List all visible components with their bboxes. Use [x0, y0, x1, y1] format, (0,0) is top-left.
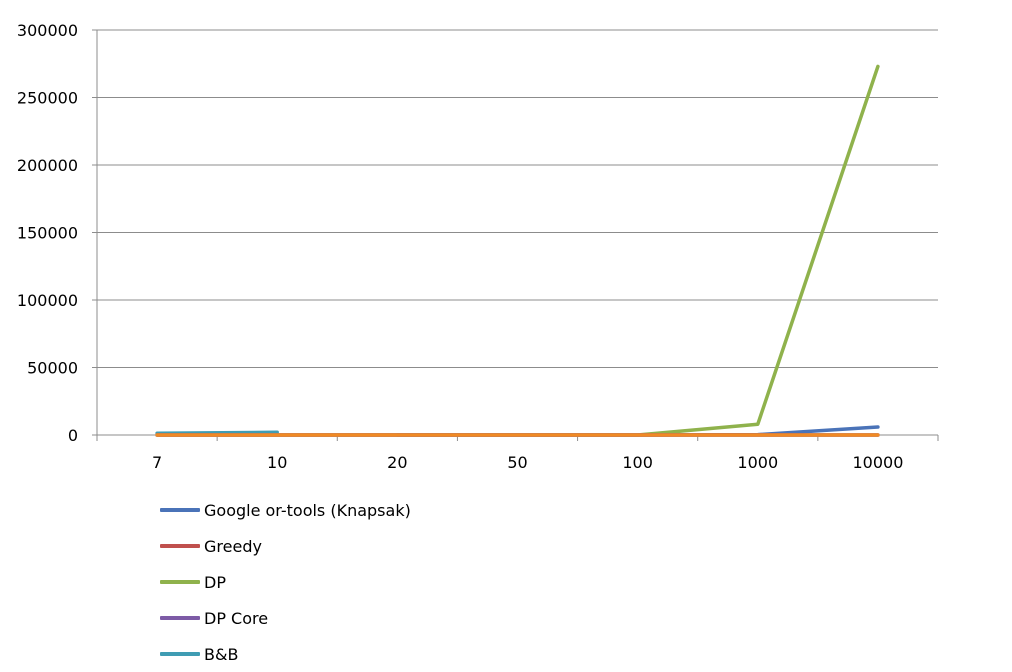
y-tick-label: 0 — [68, 426, 78, 445]
legend-swatch — [160, 652, 200, 656]
x-tick-label: 100 — [622, 453, 653, 472]
gridlines — [97, 29, 938, 368]
series-line-b-b — [155, 430, 279, 435]
series-lines — [155, 64, 880, 437]
legend-item: DP — [160, 564, 580, 600]
legend-label: Greedy — [204, 536, 262, 556]
legend-label: DP Core — [204, 608, 269, 628]
x-axis-ticks: 7 10 20 50 100 1000 10000 — [152, 453, 903, 472]
x-tick-label: 10000 — [852, 453, 903, 472]
legend-swatch — [160, 544, 200, 548]
legend-item: Greedy — [160, 528, 580, 564]
y-tick-label: 250000 — [17, 89, 78, 108]
legend-label: B&B — [204, 644, 239, 664]
y-axis-ticks: 0 50000 100000 150000 200000 250000 300000 — [17, 21, 78, 445]
y-tick-label: 300000 — [17, 21, 78, 40]
legend-item: DP Core — [160, 600, 580, 636]
legend-label: DP — [204, 572, 226, 592]
y-tick-label: 150000 — [17, 224, 78, 243]
x-tick-label: 20 — [387, 453, 407, 472]
y-tick-label: 200000 — [17, 156, 78, 175]
y-tick-label: 100000 — [17, 291, 78, 310]
x-tick-label: 7 — [152, 453, 162, 472]
legend-item: B&B — [160, 636, 580, 672]
line-chart: 0 50000 100000 150000 200000 250000 300000 7 10… — [17, 21, 939, 472]
axes — [92, 29, 939, 441]
y-tick-label: 50000 — [27, 359, 78, 378]
legend-item: Google or-tools (Knapsak) — [160, 492, 580, 528]
legend-swatch — [160, 616, 200, 620]
x-tick-label: 10 — [267, 453, 287, 472]
x-tick-label: 1000 — [737, 453, 778, 472]
legend: Google or-tools (Knapsak) Greedy DP DP Core… — [160, 492, 580, 672]
legend-swatch — [160, 508, 200, 512]
legend-label: Google or-tools (Knapsak) — [204, 500, 411, 520]
x-tick-label: 50 — [507, 453, 527, 472]
legend-swatch — [160, 580, 200, 584]
series-line-dp — [155, 64, 880, 437]
